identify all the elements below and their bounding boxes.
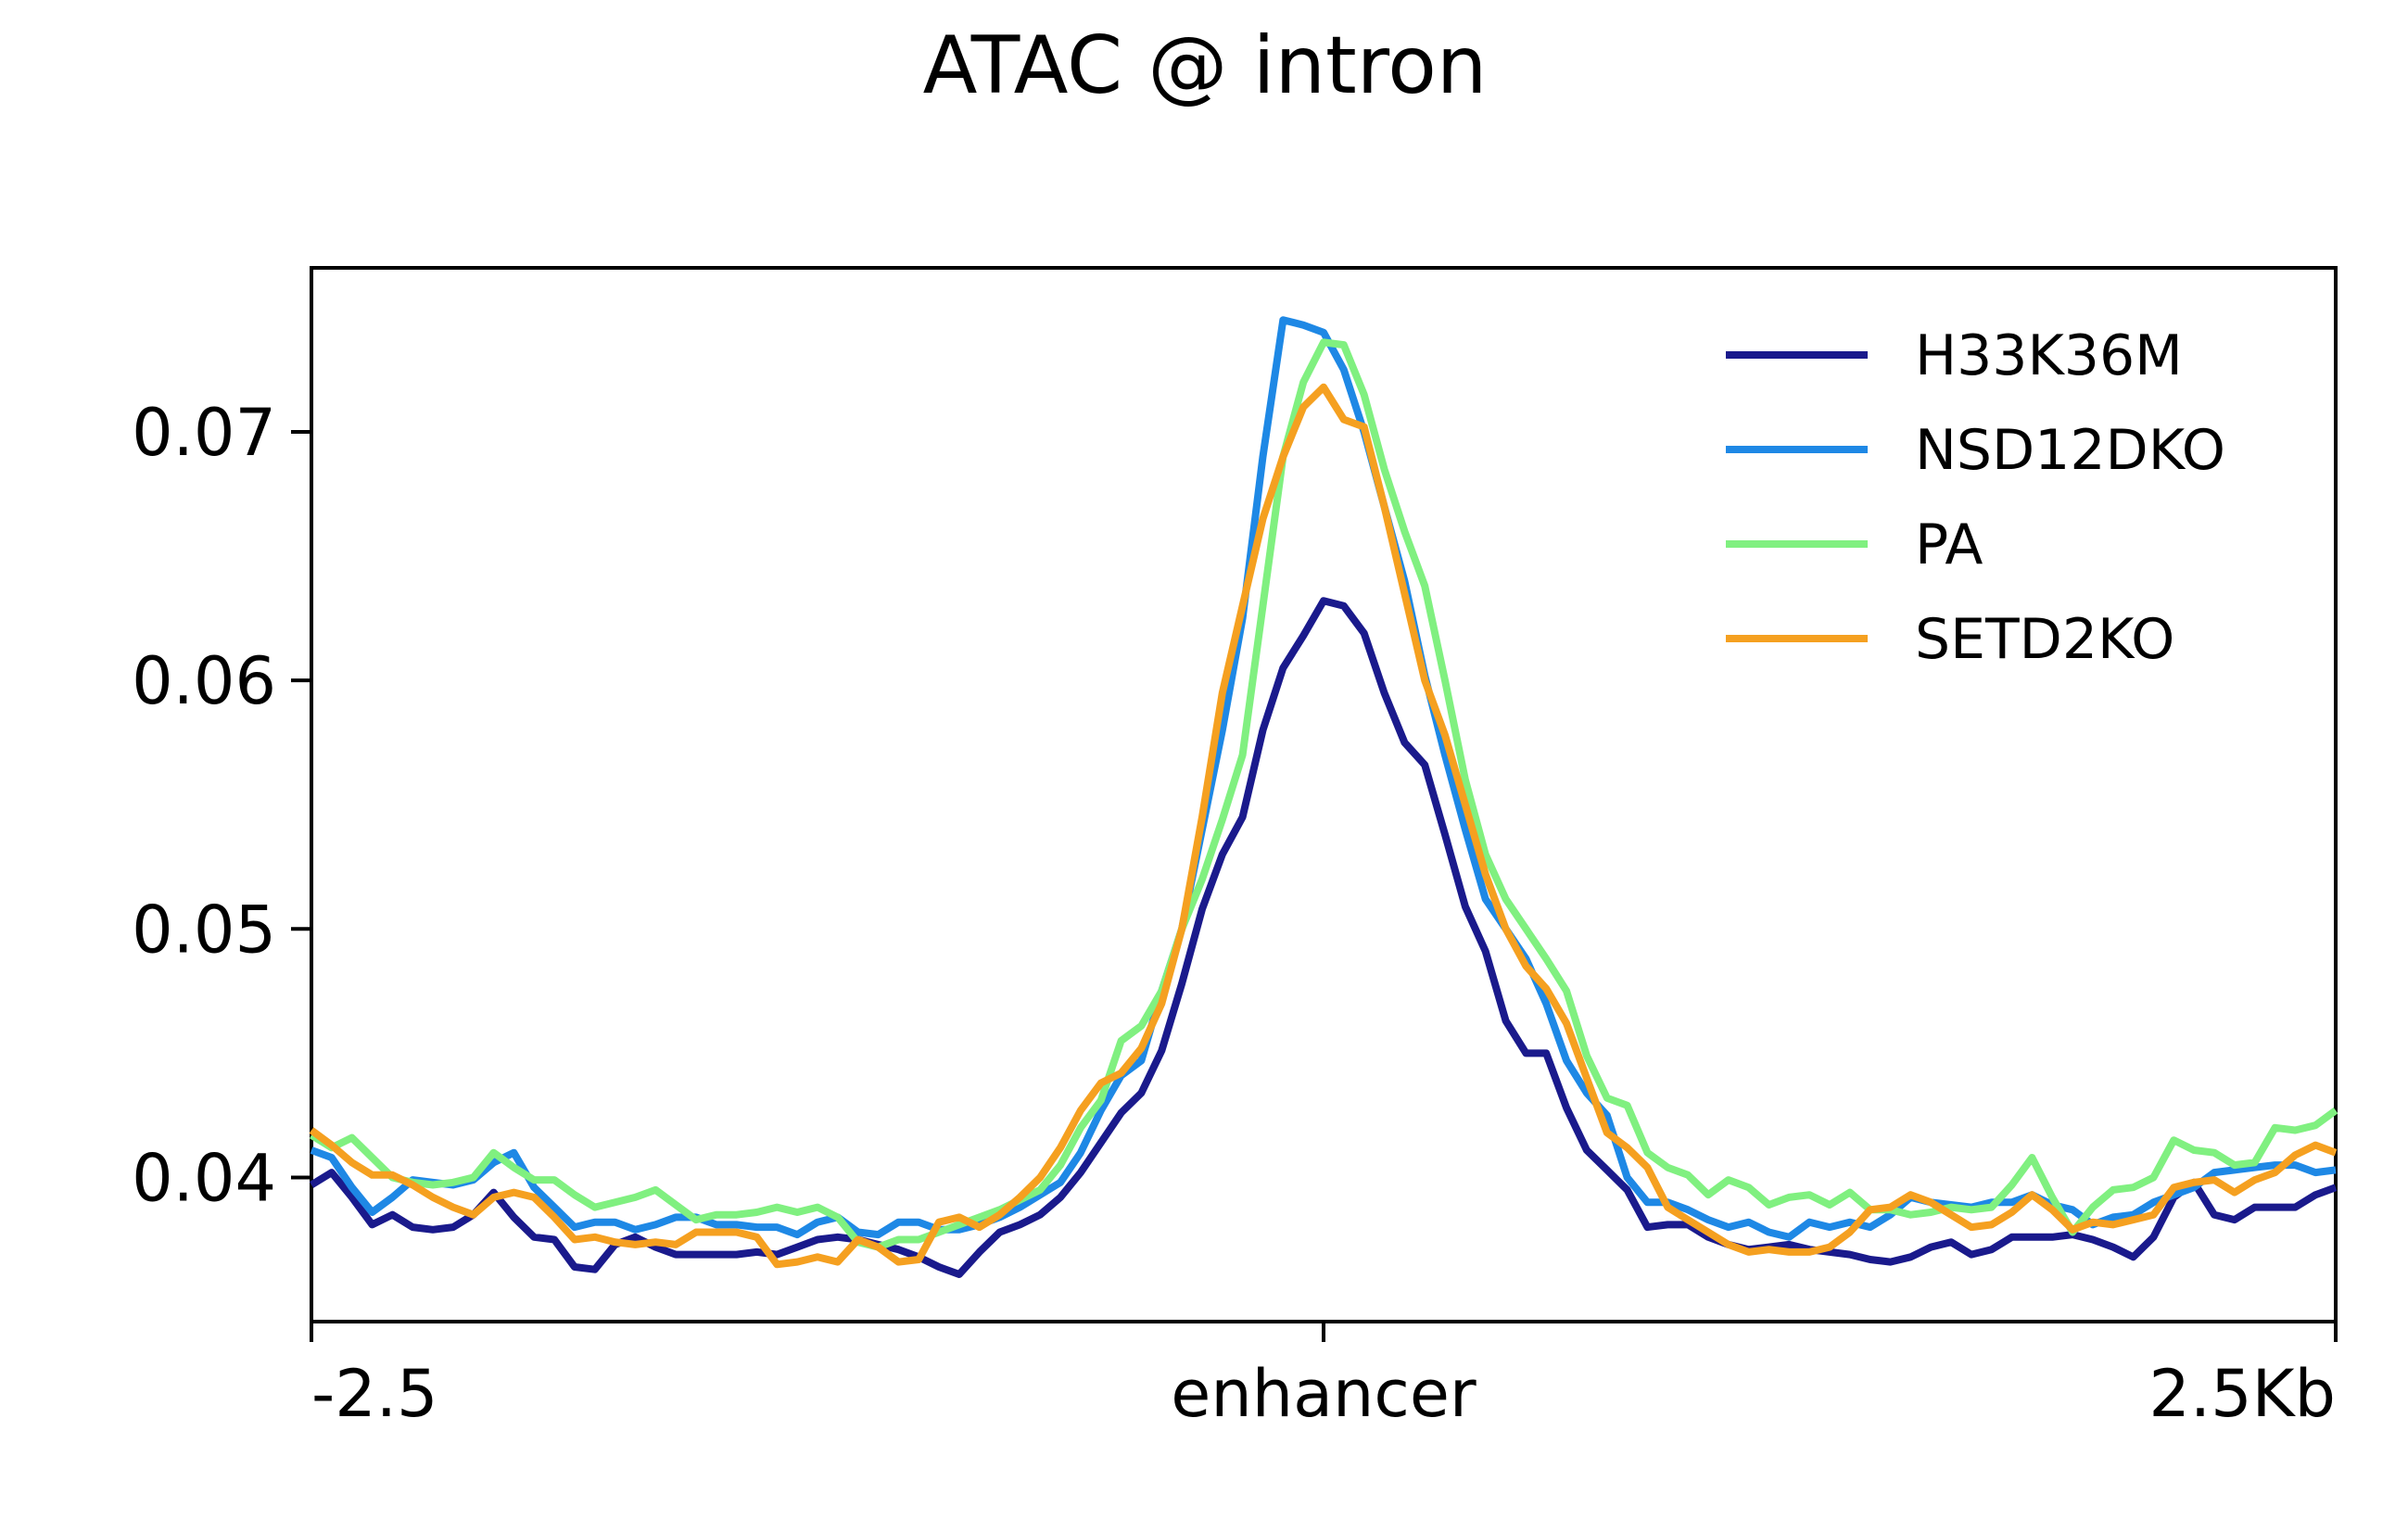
- legend-label: SETD2KO: [1915, 607, 2174, 672]
- series-line-pa: [309, 338, 2338, 1251]
- x-tick-label: enhancer: [1171, 1356, 1476, 1432]
- legend-label: NSD12DKO: [1915, 418, 2225, 483]
- y-tick-label: 0.04: [132, 1140, 276, 1216]
- y-tick-label: 0.07: [132, 395, 276, 471]
- x-tick-label: -2.5: [311, 1356, 438, 1432]
- x-tick-label: 2.5Kb: [2148, 1356, 2336, 1432]
- legend: H33K36M NSD12DKO PA SETD2KO: [1726, 323, 2225, 672]
- legend-item-h33k36m: H33K36M: [1726, 323, 2183, 388]
- y-axis: 0.04 0.05 0.06 0.07: [132, 395, 311, 1216]
- legend-item-setd2ko: SETD2KO: [1726, 607, 2174, 672]
- series-line-setd2ko: [309, 383, 2338, 1269]
- plot-area: -2.5 enhancer 2.5Kb 0.04 0.05 0.06 0.07: [132, 266, 2338, 1432]
- x-axis: -2.5 enhancer 2.5Kb: [310, 1322, 2338, 1432]
- legend-label: PA: [1915, 513, 1983, 577]
- series-layer: [309, 316, 2338, 1278]
- y-tick-label: 0.05: [132, 892, 276, 968]
- legend-item-nsd12dko: NSD12DKO: [1726, 418, 2225, 483]
- legend-label: H33K36M: [1915, 323, 2183, 388]
- y-tick-label: 0.06: [132, 643, 276, 719]
- legend-item-pa: PA: [1726, 513, 1983, 577]
- series-line-h33k36m: [309, 597, 2338, 1278]
- chart-title: ATAC @ intron: [923, 19, 1488, 112]
